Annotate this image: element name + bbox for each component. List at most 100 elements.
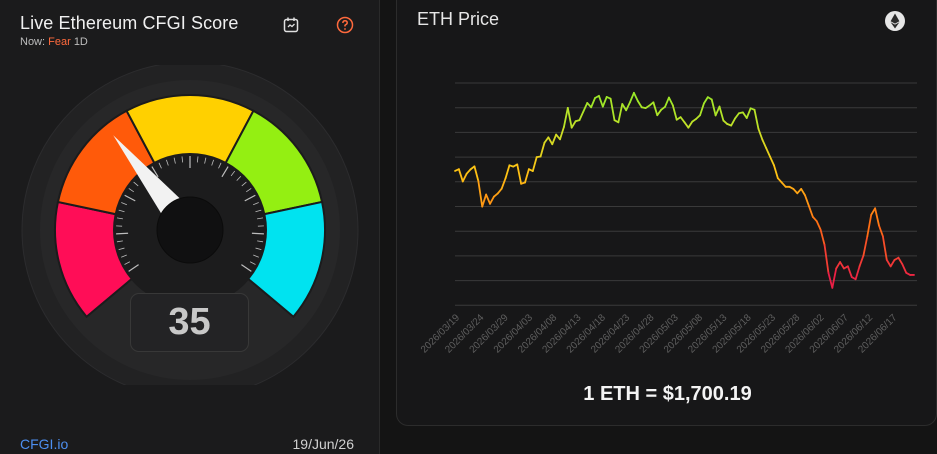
gauge-tick (253, 254, 259, 258)
price-line-segment (489, 195, 495, 205)
gauge-tick (151, 166, 159, 178)
price-line-segment (461, 172, 468, 183)
gauge-tick (221, 166, 229, 178)
gauge-tick (252, 202, 259, 206)
gauge-tick (251, 232, 264, 235)
price-line-segment (839, 261, 845, 270)
sentiment-gauge (15, 61, 367, 399)
timeframe-label: 1D (73, 36, 88, 48)
gauge-tick (118, 209, 125, 213)
now-label: Now: (20, 36, 46, 48)
gauge-tick (116, 240, 123, 243)
gauge-tick (257, 217, 264, 220)
gauge-tick (204, 157, 207, 164)
price-line-segment (516, 163, 523, 185)
price-line-segment (664, 96, 670, 108)
price-line-segment (582, 102, 589, 113)
price-line-segment (539, 141, 546, 158)
price-line-segment (629, 91, 635, 103)
price-line-segment (831, 267, 838, 289)
gauge-tick (118, 247, 125, 251)
gauge-tick (218, 162, 222, 169)
gauge-hub (156, 196, 224, 264)
price-line-segment (796, 188, 803, 195)
price-line-segment (753, 108, 760, 130)
price-line-segment (800, 188, 806, 197)
price-line-segment (897, 256, 904, 266)
gauge-svg (21, 61, 359, 399)
price-line-segment (531, 156, 538, 173)
gauge-tick (211, 159, 214, 166)
price-line-segment (671, 104, 678, 121)
gauge-tick (196, 156, 199, 163)
card-title: ETH Price (417, 9, 500, 29)
gauge-tick (121, 202, 128, 206)
gauge-tick (166, 159, 169, 166)
price-line-segment (765, 147, 771, 158)
eth-price-chart: 2026/03/192026/03/242026/03/292026/04/03… (419, 82, 917, 356)
gauge-tick (158, 162, 162, 169)
price-line-segment (804, 194, 810, 208)
price-line-segment (656, 108, 663, 117)
price-line-segment (769, 155, 775, 167)
gauge-tick (121, 254, 127, 258)
ethereum-icon (884, 10, 906, 32)
gauge-tick (249, 261, 256, 265)
gauge-tick (255, 247, 262, 251)
price-line-segment (776, 177, 783, 184)
price-line-segment (757, 127, 764, 141)
price-line-segment (792, 188, 799, 195)
gauge-tick (116, 232, 129, 235)
price-line-segment (473, 165, 480, 182)
price-line-segment (457, 168, 464, 183)
price-line-segment (543, 136, 550, 144)
price-line-segment (524, 168, 530, 184)
price-line-segment (741, 111, 748, 119)
price-line-segment (761, 138, 768, 150)
eth-price-card: ETH Price 2026/03/19 2026/03/24 2026/03/29… (396, 0, 937, 426)
price-line-segment (780, 181, 787, 188)
price-line-segment (601, 96, 608, 108)
gauge-tick (246, 188, 252, 193)
price-line-segment (477, 180, 484, 208)
gauge-tick (241, 181, 247, 187)
price-line-segment (699, 102, 705, 117)
price-line-segment (563, 106, 569, 128)
price-line-segment (617, 103, 624, 124)
price-line-segment (734, 112, 740, 120)
price-line-segment (570, 120, 577, 129)
price-line-segment (621, 103, 628, 112)
price-line-segment (633, 91, 639, 102)
price-line-segment (808, 205, 814, 218)
price-line-segment (835, 261, 841, 270)
price-line-segment (745, 107, 752, 119)
price-line-segment (485, 193, 491, 205)
price-line-segment (854, 265, 861, 281)
price-line-segment (710, 98, 717, 117)
price-line-segment (874, 207, 880, 227)
price-line-segment (703, 96, 709, 105)
gauge-tick (236, 175, 242, 181)
score-display: 35 (130, 293, 249, 352)
price-line-segment (827, 271, 834, 289)
price-line-segment (878, 224, 884, 238)
gauge-tick (124, 261, 131, 265)
help-icon[interactable] (334, 14, 356, 36)
calendar-icon[interactable] (280, 14, 302, 36)
price-line-segment (625, 101, 631, 112)
gauge-tick (255, 209, 262, 213)
gauge-tick (241, 264, 252, 272)
cfgi-link[interactable]: CFGI.io (20, 436, 69, 452)
price-line-segment (815, 220, 822, 231)
price-line-segment (901, 263, 908, 274)
gauge-tick (244, 194, 256, 202)
gauge-tick (133, 181, 139, 187)
price-line-segment (551, 133, 558, 146)
price-line-segment (889, 258, 896, 268)
price-line-segment (687, 120, 694, 129)
price-line-segment (652, 101, 659, 117)
price-line-segment (862, 235, 869, 257)
price-line-segment (881, 235, 888, 261)
gauge-tick (124, 194, 136, 202)
price-line-segment (773, 164, 779, 180)
